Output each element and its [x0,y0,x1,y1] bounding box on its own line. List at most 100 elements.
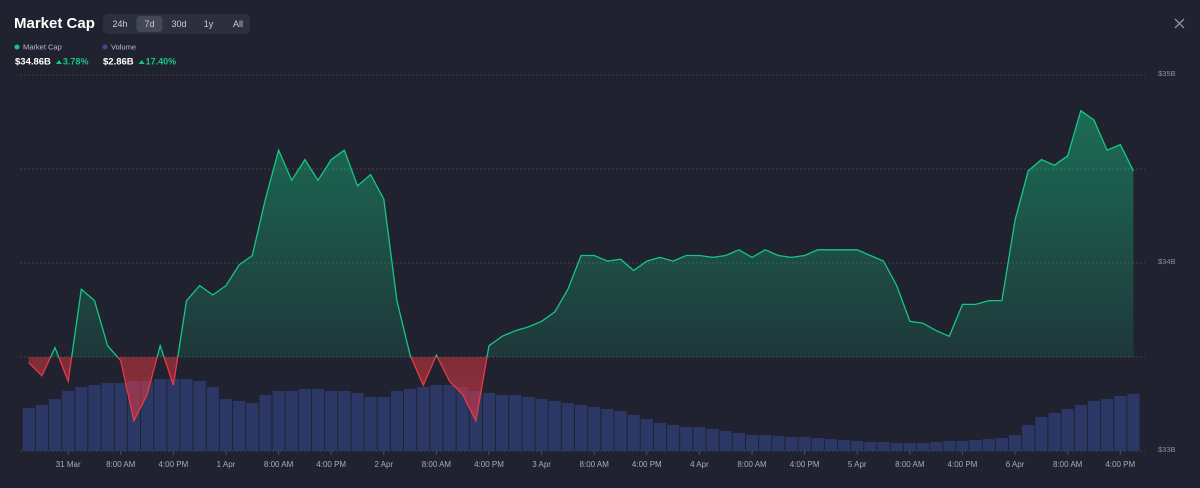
volume-bar [246,403,259,451]
tab[interactable]: 30d [171,19,186,29]
volume-bar [62,391,75,451]
volume-bar [693,427,706,451]
volume-bar [1061,409,1074,451]
x-tick-label: 8:00 AM [422,460,452,469]
x-tick-label: 8:00 AM [106,460,136,469]
tab[interactable]: 24h [112,19,127,29]
up-arrow [138,60,145,64]
x-tick-label: 8:00 AM [580,460,610,469]
area-up [28,110,1134,357]
volume-bar [535,399,548,451]
volume-bar [614,411,627,451]
volume-bar [719,431,732,451]
volume-bar [982,439,995,451]
volume-bar [272,391,285,451]
volume-bar [443,385,456,451]
volume-bar [969,440,982,451]
volume-bar [259,395,272,451]
volume-bar [548,401,561,451]
volume-bar [22,408,35,451]
volume-bar [851,441,864,451]
legend-change: 17.40% [146,56,177,66]
x-tick-label: 4:00 PM [474,460,504,469]
legend-name: Market Cap [23,42,62,51]
x-tick-label: 8:00 AM [1053,460,1083,469]
volume-bar [430,385,443,451]
volume-bar [653,423,667,451]
volume-bar [338,391,351,451]
volume-bar [824,439,838,451]
volume-bar [1101,399,1114,451]
volume-bar [627,415,640,451]
volume-bar [561,403,574,451]
x-tick-label: 4:00 PM [1105,460,1135,469]
legend-value: $34.86B [15,57,51,68]
volume-bar [101,383,114,451]
legend-value: $2.86B [103,57,134,68]
x-tick-label: 8:00 AM [895,460,925,469]
volume-bar [456,387,469,451]
tab[interactable]: 1y [204,19,214,29]
x-tick-label: 8:00 AM [737,460,767,469]
volume-bar [75,387,88,451]
volume-bar [745,435,759,451]
x-tick-label: 6 Apr [1006,460,1025,469]
volume-bar [167,379,180,451]
x-tick-label: 4:00 PM [948,460,978,469]
volume-bar [640,419,653,451]
x-tick-label: 2 Apr [374,460,393,469]
volume-bar [588,407,601,451]
volume-bar [1087,401,1101,451]
volume-bar [1048,413,1061,451]
tabs: 24h 7d 30d 1y All [112,16,243,32]
volume-bar [838,440,851,451]
volume-bar [48,399,62,451]
up-arrow [55,60,62,64]
volume-bar [1074,405,1087,451]
market-cap-line [49,109,1134,357]
legend: Market Cap $34.86B 3.78% Volume $2.86B 17.40% [14,42,177,68]
volume-bar [311,389,325,451]
volume-bar [956,441,969,451]
x-tick-label: 4:00 PM [316,460,346,469]
volume-bar [601,409,614,451]
volume-bar [114,383,127,451]
volume-bar [772,436,785,451]
volume-bar [903,443,916,451]
x-tick-label: 1 Apr [217,460,236,469]
volume-bar [88,385,101,451]
x-tick-label: 3 Apr [532,460,551,469]
volume-bar [1114,396,1127,451]
x-tick-label: 4:00 PM [632,460,662,469]
x-tick-label: 8:00 AM [264,460,294,469]
volume-bar [325,391,338,451]
tab-active [136,16,163,32]
legend-dot [102,44,108,50]
volume-bar [1022,425,1035,451]
volume-bar [180,379,193,451]
legend-dot [14,44,20,50]
x-tick-label: 5 Apr [848,460,867,469]
volume-bar [732,433,745,451]
volume-bar [1035,417,1048,451]
volume-bar [233,401,246,451]
volume-bar [193,381,206,451]
volume-bar [680,427,693,451]
tab[interactable]: All [233,19,243,29]
volume-bar [509,395,522,451]
volume-bar [351,393,364,451]
volume-bar [206,387,219,451]
y-tick-label: $35B [1158,69,1176,78]
tab[interactable]: 7d [144,19,154,29]
title: Market Cap [14,15,95,32]
close-button[interactable] [1174,18,1185,29]
area-down [28,357,1134,421]
volume-bar [298,389,311,451]
volume-bar [35,405,48,451]
volume-bar [482,393,496,451]
x-tick-label: 4:00 PM [790,460,820,469]
volume-bar [364,397,377,451]
volume-bar [890,443,903,451]
volume-bar [916,443,930,451]
volume-bar [1127,393,1140,451]
